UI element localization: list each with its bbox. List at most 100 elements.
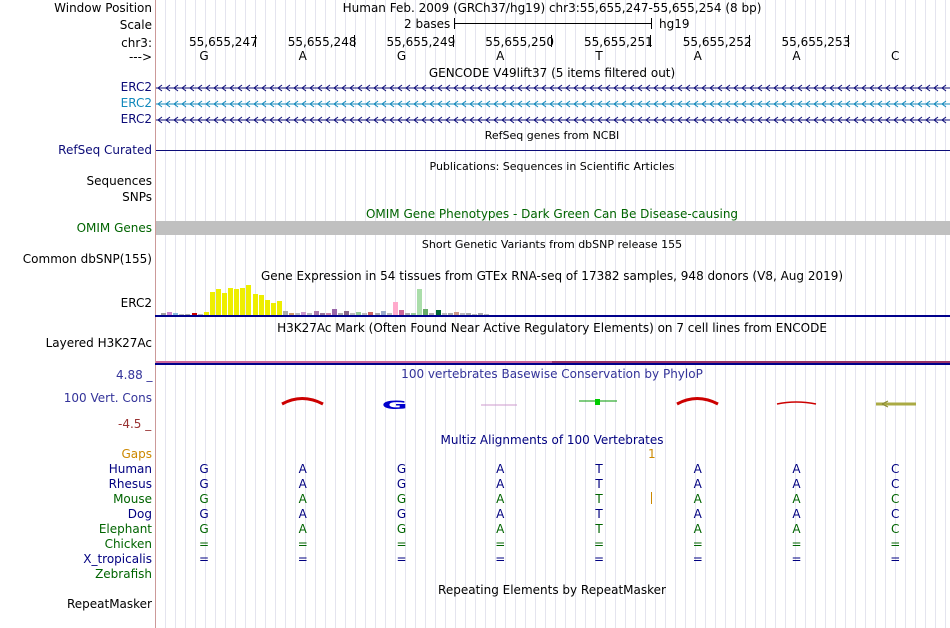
species-label-human[interactable]: Human bbox=[108, 462, 152, 476]
gtex-bar[interactable] bbox=[191, 313, 197, 315]
phylop-logo[interactable]: G bbox=[156, 390, 950, 420]
gtex-bar[interactable] bbox=[295, 313, 301, 315]
gencode-gene-tracks[interactable] bbox=[156, 80, 950, 128]
omim-label[interactable]: OMIM Genes bbox=[76, 221, 152, 235]
species-label-zebrafish[interactable]: Zebrafish bbox=[95, 567, 152, 581]
guide-line bbox=[565, 0, 566, 628]
gencode-gene-1[interactable] bbox=[156, 84, 950, 92]
gtex-bar[interactable] bbox=[459, 313, 465, 315]
gtex-bar[interactable] bbox=[215, 289, 221, 315]
alignment-base: A bbox=[792, 507, 801, 521]
gtex-bar[interactable] bbox=[331, 309, 337, 315]
gtex-bar[interactable] bbox=[197, 314, 203, 315]
gtex-bar[interactable] bbox=[276, 301, 282, 315]
gtex-bar[interactable] bbox=[252, 294, 258, 315]
dbsnp-label[interactable]: Common dbSNP(155) bbox=[22, 252, 152, 266]
gtex-bar[interactable] bbox=[374, 313, 380, 315]
gtex-bar[interactable] bbox=[362, 313, 368, 315]
guide-line bbox=[775, 0, 776, 628]
h3k27ac-signal[interactable] bbox=[156, 361, 950, 363]
repeatmasker-title: Repeating Elements by RepeatMasker bbox=[438, 583, 666, 597]
gtex-bar[interactable] bbox=[173, 313, 179, 315]
gaps-label[interactable]: Gaps bbox=[121, 447, 152, 461]
gtex-bar[interactable] bbox=[350, 313, 356, 315]
gtex-bar[interactable] bbox=[466, 313, 471, 315]
phylop-label[interactable]: 100 Vert. Cons bbox=[63, 391, 152, 405]
refseq-gene-line[interactable] bbox=[156, 150, 950, 151]
alignment-base: A bbox=[496, 492, 505, 506]
repeatmasker-label[interactable]: RepeatMasker bbox=[66, 597, 152, 611]
gtex-bar[interactable] bbox=[246, 285, 252, 315]
gencode-label-1[interactable]: ERC2 bbox=[120, 80, 152, 94]
omim-feature-bar[interactable] bbox=[156, 221, 950, 235]
label-divider bbox=[155, 0, 156, 628]
gtex-bar[interactable] bbox=[313, 311, 319, 315]
gtex-bar[interactable] bbox=[435, 310, 441, 315]
gtex-bar[interactable] bbox=[289, 313, 295, 315]
gtex-bar[interactable] bbox=[356, 312, 362, 315]
gtex-bar[interactable] bbox=[429, 313, 435, 315]
gtex-bar[interactable] bbox=[185, 314, 191, 315]
base-letter: G bbox=[199, 49, 209, 63]
alignment-base: A bbox=[496, 522, 505, 536]
refseq-label[interactable]: RefSeq Curated bbox=[58, 143, 152, 157]
guide-line bbox=[545, 0, 546, 628]
gtex-bar[interactable] bbox=[337, 313, 343, 315]
gtex-bar[interactable] bbox=[472, 314, 478, 315]
species-label-chicken[interactable]: Chicken bbox=[104, 537, 152, 551]
gtex-bar[interactable] bbox=[453, 312, 459, 315]
gtex-bar[interactable] bbox=[478, 313, 484, 315]
gtex-bar[interactable] bbox=[258, 295, 264, 315]
guide-line bbox=[765, 0, 766, 628]
species-label-rhesus[interactable]: Rhesus bbox=[108, 477, 152, 491]
gtex-bar[interactable] bbox=[405, 313, 410, 315]
gencode-gene-2[interactable] bbox=[156, 100, 950, 108]
gtex-bar[interactable] bbox=[228, 288, 234, 315]
guide-line bbox=[625, 0, 626, 628]
gencode-label-2[interactable]: ERC2 bbox=[120, 96, 152, 110]
gtex-bar[interactable] bbox=[240, 288, 246, 315]
gencode-gene-3[interactable] bbox=[156, 116, 950, 124]
gtex-bar[interactable] bbox=[209, 292, 215, 315]
gtex-bar[interactable] bbox=[270, 303, 276, 315]
gtex-bar[interactable] bbox=[484, 314, 490, 315]
gtex-bar[interactable] bbox=[380, 311, 386, 315]
species-label-elephant[interactable]: Elephant bbox=[98, 522, 152, 536]
species-label-x_tropicalis[interactable]: X_tropicalis bbox=[83, 552, 152, 566]
gtex-bar[interactable] bbox=[398, 310, 404, 315]
gtex-bar[interactable] bbox=[301, 312, 307, 315]
gtex-bar[interactable] bbox=[203, 312, 209, 315]
gtex-bar[interactable] bbox=[179, 314, 185, 315]
publications-snps-label[interactable]: SNPs bbox=[122, 190, 152, 204]
alignment-base: = bbox=[297, 537, 308, 551]
gtex-bar[interactable] bbox=[222, 293, 227, 315]
alignment-base: A bbox=[693, 477, 702, 491]
species-label-dog[interactable]: Dog bbox=[127, 507, 152, 521]
gtex-bar[interactable] bbox=[307, 313, 313, 315]
gencode-label-3[interactable]: ERC2 bbox=[120, 112, 152, 126]
gtex-bar[interactable] bbox=[417, 289, 423, 315]
gtex-bar[interactable] bbox=[344, 311, 349, 315]
species-label-mouse[interactable]: Mouse bbox=[113, 492, 152, 506]
gtex-bar[interactable] bbox=[386, 313, 392, 315]
gtex-bar[interactable] bbox=[368, 312, 374, 315]
gtex-bar[interactable] bbox=[264, 300, 270, 315]
guide-line bbox=[745, 0, 746, 628]
gtex-bar[interactable] bbox=[161, 313, 166, 315]
gtex-bar[interactable] bbox=[283, 311, 288, 315]
gtex-bar[interactable] bbox=[325, 313, 331, 315]
alignment-base: C bbox=[891, 492, 900, 506]
publications-sequences-label[interactable]: Sequences bbox=[86, 174, 152, 188]
gtex-bar[interactable] bbox=[234, 289, 240, 315]
gtex-bar[interactable] bbox=[441, 313, 447, 315]
gtex-bar[interactable] bbox=[411, 313, 417, 315]
gtex-label[interactable]: ERC2 bbox=[120, 296, 152, 310]
gtex-bar[interactable] bbox=[392, 302, 398, 315]
gtex-bar[interactable] bbox=[423, 309, 429, 315]
scale-bar-left-tick bbox=[454, 18, 455, 29]
gtex-bar[interactable] bbox=[167, 312, 173, 315]
h3k27ac-label[interactable]: Layered H3K27Ac bbox=[45, 336, 152, 350]
guide-line bbox=[725, 0, 726, 628]
gtex-bar[interactable] bbox=[319, 313, 325, 315]
gtex-bar[interactable] bbox=[447, 313, 453, 315]
